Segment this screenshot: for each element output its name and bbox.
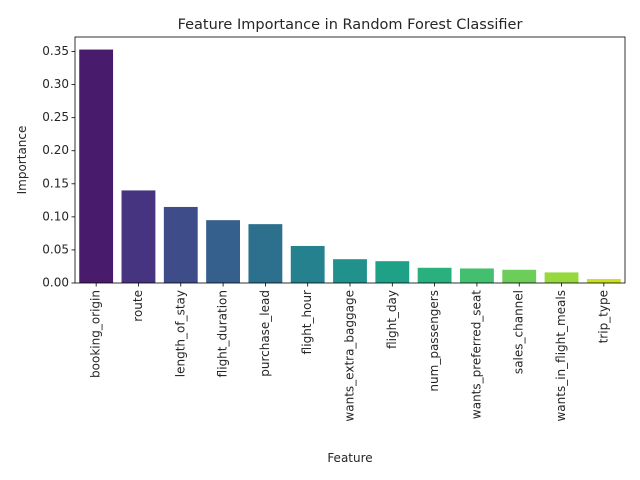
bar-flight-hour [290,245,325,283]
x-tick-label: flight_hour [300,290,314,354]
chart-title: Feature Importance in Random Forest Clas… [178,17,523,33]
y-axis-label: Importance [15,126,29,195]
bar-wants-in-flight-meals [544,272,579,283]
x-tick-label: flight_day [385,290,399,349]
x-tick-label: sales_channel [512,290,526,374]
bars-group [79,49,621,284]
x-tick-label: wants_extra_baggage [343,290,357,422]
x-tick-label: route [131,290,145,322]
y-tick-label: 0.35 [42,44,69,58]
plot-frame [74,36,626,284]
y-tick-label: 0.15 [42,176,69,190]
bar-length-of-stay [163,206,198,283]
x-axis-label: Feature [327,451,372,465]
y-tick-label: 0.25 [42,110,69,124]
bar-wants-extra-baggage [333,259,367,283]
x-tick-label: flight_duration [216,290,230,377]
y-tick-label: 0.05 [42,242,69,256]
bar-wants-preferred-seat [460,268,494,283]
bar-num-passengers [417,267,452,283]
bar-flight-day [375,261,410,283]
y-axis: 0.00 0.05 0.10 0.15 0.20 0.25 0.30 0.35 [42,44,75,290]
x-tick-label: num_passengers [427,290,441,392]
bar-trip-type [586,279,621,283]
y-tick-label: 0.00 [42,276,69,290]
x-tick-label: booking_origin [89,290,103,378]
bar-sales-channel [502,269,537,283]
y-tick-label: 0.10 [42,209,69,223]
x-tick-label: wants_in_flight_meals [554,290,568,422]
x-tick-label: length_of_stay [173,290,187,377]
bar-flight-duration [206,220,240,283]
bar-booking-origin [79,49,114,284]
x-tick-label: trip_type [596,290,610,343]
bar-purchase-lead [248,224,283,283]
x-tick-label: purchase_lead [258,290,272,377]
y-tick-label: 0.20 [42,143,69,157]
x-axis: booking_origin route length_of_stay flight_… [89,283,610,422]
bar-route [121,190,156,283]
x-tick-label: wants_preferred_seat [469,290,483,419]
y-tick-label: 0.30 [42,77,69,91]
